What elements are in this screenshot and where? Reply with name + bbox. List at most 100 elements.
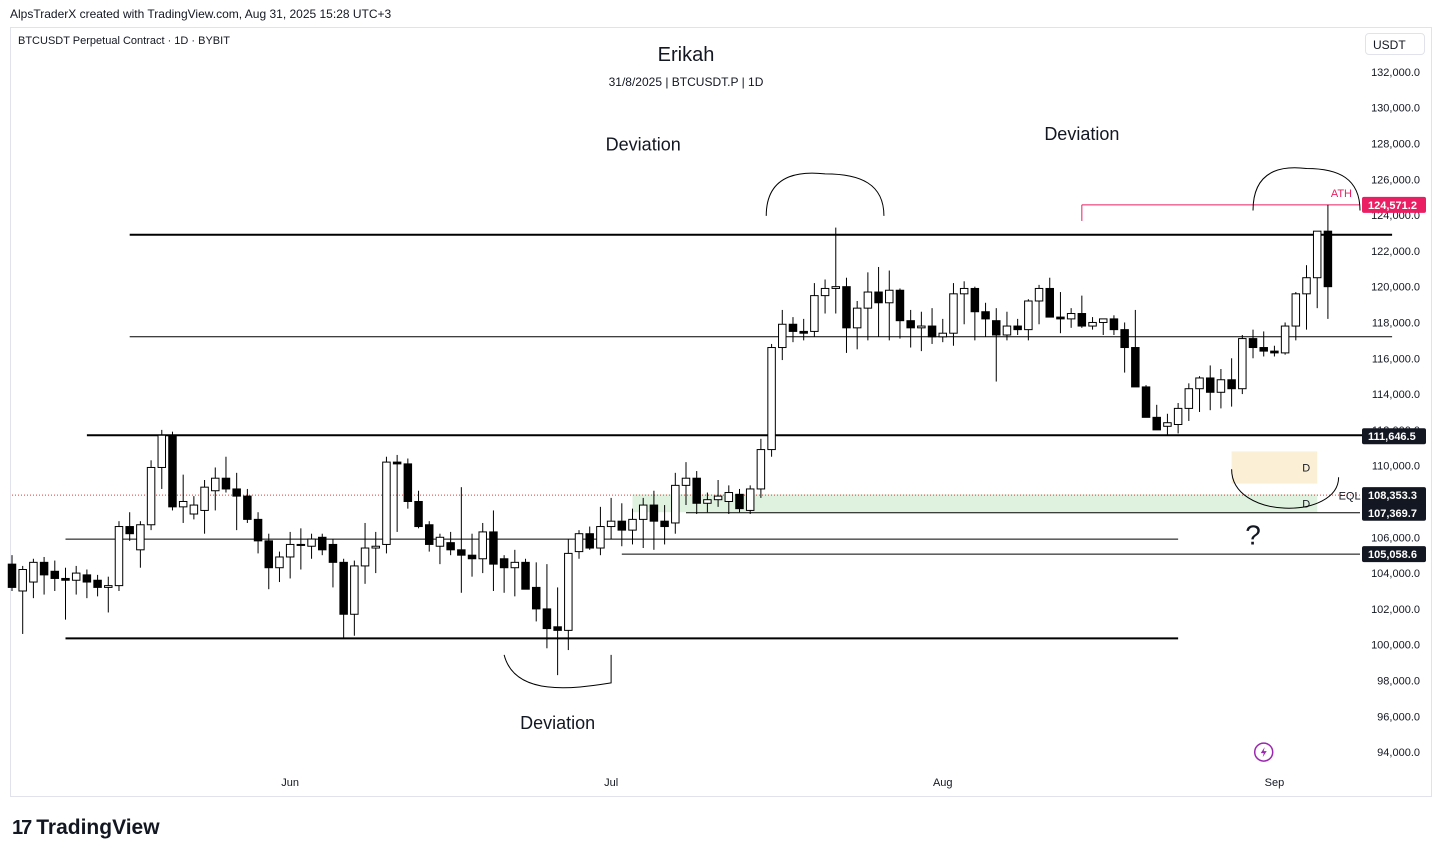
price-tag-value: 105,058.6 xyxy=(1368,549,1417,561)
candle xyxy=(799,318,808,341)
candle xyxy=(863,272,873,341)
currency-selector[interactable]: USDT xyxy=(1365,33,1425,55)
candle-body-down xyxy=(339,561,348,615)
candle xyxy=(1173,403,1183,434)
question-annotation: ? xyxy=(1245,519,1261,550)
candle-body-down xyxy=(906,320,915,329)
price-tick-label: 100,000.0 xyxy=(1371,640,1420,652)
candle-body-down xyxy=(553,626,562,631)
candle-body-up xyxy=(831,286,841,289)
candle-body-down xyxy=(50,570,60,579)
candle-body-down xyxy=(489,531,498,565)
candle-body-down xyxy=(1056,316,1065,320)
candle-body-up xyxy=(71,572,81,581)
lightning-bolt-icon xyxy=(1260,747,1267,758)
candle-body-down xyxy=(1248,338,1258,349)
candle xyxy=(1270,345,1279,357)
candle xyxy=(756,438,766,498)
candle-body-down xyxy=(221,477,231,490)
candle-body-up xyxy=(938,332,948,338)
candle xyxy=(189,496,199,520)
candle-body-down xyxy=(1152,416,1161,431)
candle-body-down xyxy=(1077,313,1087,327)
candle-body-up xyxy=(671,484,680,524)
tradingview-logo[interactable]: 17 TradingView xyxy=(12,816,160,840)
deviation-label: Deviation xyxy=(1044,124,1119,144)
candle xyxy=(211,467,220,511)
candle xyxy=(82,569,92,599)
candle-body-up xyxy=(959,287,969,295)
candle xyxy=(136,521,145,568)
candle xyxy=(499,555,509,593)
ath-label: ATH xyxy=(1331,188,1352,200)
candle-body-down xyxy=(1141,386,1151,418)
candle xyxy=(574,530,584,559)
candle xyxy=(1163,413,1172,436)
candle xyxy=(264,533,274,590)
symbol-line[interactable]: BTCUSDT Perpetual Contract · 1D · BYBIT xyxy=(18,35,230,47)
candle xyxy=(1024,299,1033,341)
candle-body-down xyxy=(1270,350,1279,354)
candle xyxy=(285,531,295,579)
candle-body-down xyxy=(82,574,92,583)
candle xyxy=(927,308,937,344)
candle xyxy=(1323,204,1333,319)
candle-body-down xyxy=(1259,347,1268,352)
candle xyxy=(414,490,423,529)
time-axis: Jun Jul Aug Sep xyxy=(281,777,1284,789)
candle-body-up xyxy=(146,466,156,526)
candle xyxy=(339,558,348,638)
candle-body-down xyxy=(125,526,134,535)
candle-body-up xyxy=(104,585,113,588)
candle xyxy=(628,508,637,545)
candle xyxy=(1280,322,1290,355)
candle-body-down xyxy=(617,520,627,531)
candle xyxy=(18,565,27,634)
candle-body-up xyxy=(756,449,766,490)
candle xyxy=(61,567,70,620)
candle xyxy=(114,521,124,591)
candle xyxy=(1098,318,1108,335)
candle-body-up xyxy=(296,543,306,546)
candle xyxy=(638,497,648,549)
candle-body-up xyxy=(285,543,295,558)
candle xyxy=(243,488,252,523)
candle xyxy=(852,300,862,350)
chart-subtitle: 31/8/2025 | BTCUSDT.P | 1D xyxy=(608,75,764,89)
candle xyxy=(392,454,402,532)
price-tick-label: 102,000.0 xyxy=(1371,604,1420,616)
candle xyxy=(981,302,990,337)
candle xyxy=(275,551,284,583)
candle-body-up xyxy=(510,561,520,569)
price-tag xyxy=(1362,196,1426,213)
candle-body-up xyxy=(211,477,220,492)
candle xyxy=(1056,292,1065,334)
candle-body-up xyxy=(949,293,958,334)
candle-body-down xyxy=(895,289,905,322)
candle xyxy=(318,533,327,556)
candle xyxy=(745,485,755,515)
candle xyxy=(232,472,241,531)
candle xyxy=(606,497,616,540)
price-tag-value: 111,646.5 xyxy=(1368,431,1416,443)
time-tick-label: Jul xyxy=(604,777,618,789)
candle-body-up xyxy=(638,504,648,520)
candle-body-down xyxy=(1227,379,1236,390)
candle xyxy=(820,279,830,314)
price-tick-label: 130,000.0 xyxy=(1371,103,1420,115)
candle-body-down xyxy=(457,549,466,556)
candle-body-up xyxy=(767,347,776,451)
candle-body-down xyxy=(649,504,659,522)
candle-body-up xyxy=(820,287,830,297)
candle xyxy=(660,505,669,545)
price-tick-label: 94,000.0 xyxy=(1377,747,1420,759)
candle xyxy=(1088,317,1097,330)
candle-body-up xyxy=(1088,321,1097,327)
candle-body-up xyxy=(435,536,445,547)
candle-body-down xyxy=(1045,287,1054,318)
price-tick-label: 96,000.0 xyxy=(1377,711,1420,723)
candle-body-down xyxy=(446,542,455,551)
candle xyxy=(649,490,659,550)
tradingview-wordmark: TradingView xyxy=(36,816,160,839)
